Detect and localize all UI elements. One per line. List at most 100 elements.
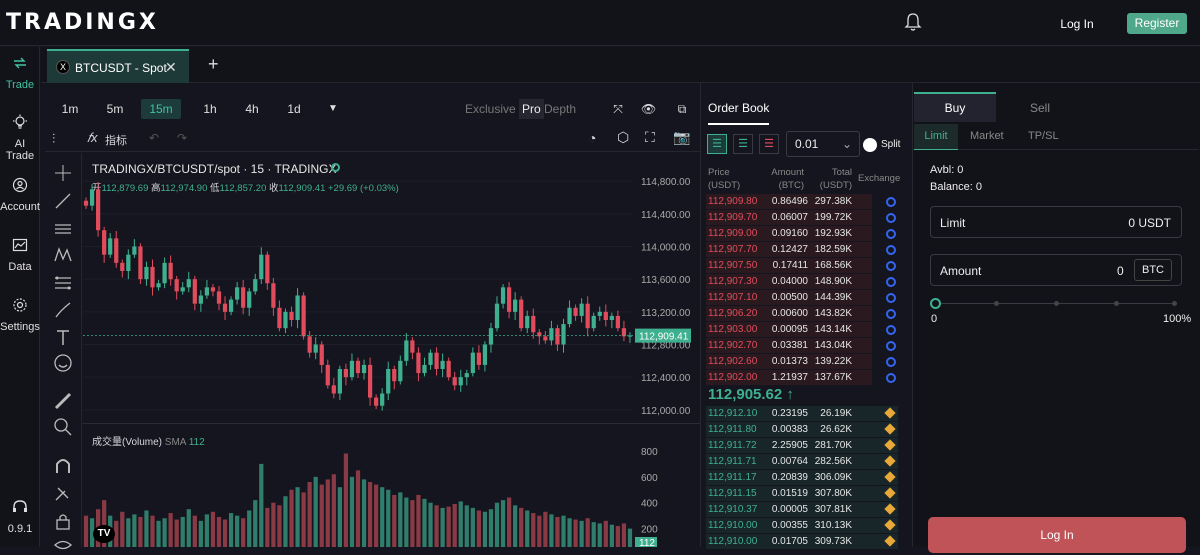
candle-body bbox=[102, 230, 107, 255]
login-link[interactable]: Log In bbox=[1060, 17, 1094, 31]
timeframe-1h[interactable]: 1h bbox=[203, 102, 217, 116]
slider-tick[interactable] bbox=[1172, 301, 1177, 306]
expand-icon[interactable]: ⛶ bbox=[645, 129, 655, 145]
bid-row[interactable]: 112,910.37 0.00005 307.81K bbox=[706, 502, 904, 518]
bid-row[interactable]: 112,912.10 0.23195 26.19K bbox=[706, 406, 904, 422]
order-type-limit[interactable]: Limit bbox=[914, 124, 958, 150]
add-tab-icon[interactable]: + bbox=[208, 54, 219, 74]
bell-icon[interactable] bbox=[904, 12, 922, 32]
ask-row[interactable]: 112,909.70 0.06007 199.72K bbox=[706, 210, 904, 226]
function-icon[interactable]: 𝑓x bbox=[87, 130, 98, 145]
bid-row[interactable]: 112,911.17 0.20839 306.09K bbox=[706, 470, 904, 486]
redo-icon[interactable]: ↷ bbox=[177, 131, 188, 145]
close-icon[interactable]: ✕ bbox=[165, 59, 177, 75]
view-exclusive[interactable]: Exclusive bbox=[465, 102, 516, 116]
pattern-icon[interactable] bbox=[53, 245, 73, 265]
amount-field[interactable]: Amount 0 BTC bbox=[930, 254, 1182, 286]
settings-hex-icon[interactable]: ⬡ bbox=[617, 129, 630, 145]
ask-row[interactable]: 112,909.80 0.86496 297.38K bbox=[706, 194, 904, 210]
candle-body bbox=[380, 393, 385, 406]
visibility-icon[interactable] bbox=[53, 535, 73, 555]
order-type-tpsl[interactable]: TP/SL bbox=[1028, 130, 1059, 142]
timeframe-1d[interactable]: 1d bbox=[287, 102, 301, 116]
slider-tick[interactable] bbox=[1054, 301, 1059, 306]
support-item[interactable]: 0.9.1 bbox=[0, 499, 40, 535]
candle-type-icon[interactable]: ⫶ bbox=[52, 131, 56, 146]
replay-icon[interactable]: ◔ bbox=[588, 130, 597, 146]
tab-btcusdt-spot[interactable]: X BTCUSDT - Spot ✕ bbox=[47, 49, 189, 83]
price-cell: 112,910.00 bbox=[708, 520, 758, 531]
timeframe-1m[interactable]: 1m bbox=[61, 102, 79, 116]
tradingview-logo[interactable]: TV bbox=[93, 525, 115, 543]
register-button[interactable]: Register bbox=[1127, 13, 1187, 34]
buy-tab[interactable]: Buy bbox=[914, 92, 996, 122]
slider-tick[interactable] bbox=[994, 301, 999, 306]
sidebar-item-account[interactable]: Account bbox=[0, 177, 40, 213]
ask-row[interactable]: 112,909.00 0.09160 192.93K bbox=[706, 226, 904, 242]
indicators-button[interactable]: 指标 bbox=[105, 135, 127, 147]
timeframe-5m[interactable]: 5m bbox=[106, 102, 124, 116]
precision-select[interactable]: 0.01 ⌄ bbox=[786, 131, 860, 157]
logo[interactable]: TRADINGX bbox=[6, 10, 159, 35]
ask-row[interactable]: 112,907.70 0.12427 182.59K bbox=[706, 242, 904, 258]
ruler-icon[interactable] bbox=[53, 391, 73, 411]
view-depth[interactable]: Depth bbox=[544, 102, 577, 116]
slider-tick[interactable] bbox=[1114, 301, 1119, 306]
ask-row[interactable]: 112,907.30 0.04000 148.90K bbox=[706, 274, 904, 290]
trendline-icon[interactable] bbox=[53, 191, 73, 211]
bid-row[interactable]: 112,911.15 0.01519 307.80K bbox=[706, 486, 904, 502]
ask-row[interactable]: 112,906.20 0.00600 143.82K bbox=[706, 306, 904, 322]
bid-row[interactable]: 112,911.72 2.25905 281.70K bbox=[706, 438, 904, 454]
sidebar-item-ai-trade[interactable]: AI Trade bbox=[0, 114, 40, 162]
login-button[interactable]: Log In bbox=[928, 517, 1186, 553]
ask-row[interactable]: 112,903.00 0.00095 143.14K bbox=[706, 322, 904, 338]
limit-price-field[interactable]: Limit 0 USDT bbox=[930, 206, 1182, 238]
timeframe-more-icon[interactable]: ▼ bbox=[328, 103, 338, 114]
ask-row[interactable]: 112,902.60 0.01373 139.22K bbox=[706, 354, 904, 370]
bid-row[interactable]: 112,911.71 0.00764 282.56K bbox=[706, 454, 904, 470]
exchange-logo-icon bbox=[886, 325, 896, 335]
brush-icon[interactable] bbox=[53, 300, 73, 320]
sidebar-item-data[interactable]: Data bbox=[0, 237, 40, 273]
text-icon[interactable] bbox=[53, 327, 73, 347]
bid-row[interactable]: 112,911.80 0.00383 26.62K bbox=[706, 422, 904, 438]
order-type-market[interactable]: Market bbox=[970, 130, 1004, 142]
ask-row[interactable]: 112,907.10 0.00500 144.39K bbox=[706, 290, 904, 306]
camera-icon[interactable]: 📷 bbox=[673, 129, 691, 145]
lock-draw-icon[interactable] bbox=[53, 483, 73, 503]
timeframe-15m[interactable]: 15m bbox=[141, 99, 181, 119]
view-asks-icon[interactable]: ☰ bbox=[759, 134, 779, 154]
horizontal-lines-icon[interactable] bbox=[53, 219, 73, 239]
magnet-icon[interactable] bbox=[53, 455, 73, 475]
ask-row[interactable]: 112,902.00 1.21937 137.67K bbox=[706, 370, 904, 386]
bid-row[interactable]: 112,910.00 0.00355 310.13K bbox=[706, 518, 904, 534]
tab-order-book[interactable]: Order Book bbox=[708, 101, 770, 125]
amount-slider-handle[interactable] bbox=[930, 298, 941, 309]
timeframe-4h[interactable]: 4h bbox=[245, 102, 259, 116]
eye-icon[interactable]: 👁 bbox=[641, 102, 657, 116]
layout-icon[interactable]: ⧉ bbox=[677, 102, 687, 116]
sell-tab[interactable]: Sell bbox=[1029, 101, 1050, 115]
ask-row[interactable]: 112,907.50 0.17411 168.56K bbox=[706, 258, 904, 274]
split-toggle[interactable] bbox=[863, 138, 877, 152]
undo-icon[interactable]: ↶ bbox=[149, 131, 160, 145]
crosshair-icon[interactable] bbox=[53, 163, 73, 183]
zoom-icon[interactable] bbox=[53, 417, 73, 437]
fib-icon[interactable] bbox=[53, 273, 73, 293]
amount-cell: 0.00383 bbox=[771, 424, 808, 435]
bid-row[interactable]: 112,910.00 0.01705 309.73K bbox=[706, 534, 904, 550]
view-both-icon[interactable]: ☰ bbox=[707, 134, 727, 154]
sidebar-item-settings[interactable]: Settings bbox=[0, 297, 40, 333]
view-bids-icon[interactable]: ☰ bbox=[733, 134, 753, 154]
ask-row[interactable]: 112,902.70 0.03381 143.04K bbox=[706, 338, 904, 354]
volume-bar bbox=[464, 505, 469, 547]
amount-unit-select[interactable]: BTC bbox=[1134, 259, 1172, 281]
sidebar-item-trade[interactable]: Trade bbox=[0, 55, 40, 91]
volume-bar bbox=[259, 463, 264, 547]
price-chart[interactable]: TRADINGX/BTCUSDT/spot · 15 · TRADINGX 开1… bbox=[83, 153, 700, 547]
fullscreen-arrows-icon[interactable]: ⤧ bbox=[613, 102, 623, 116]
smiley-icon[interactable] bbox=[53, 353, 73, 373]
volume-bar bbox=[349, 476, 355, 547]
view-pro[interactable]: Pro bbox=[519, 99, 544, 119]
lock-icon[interactable] bbox=[53, 511, 73, 531]
